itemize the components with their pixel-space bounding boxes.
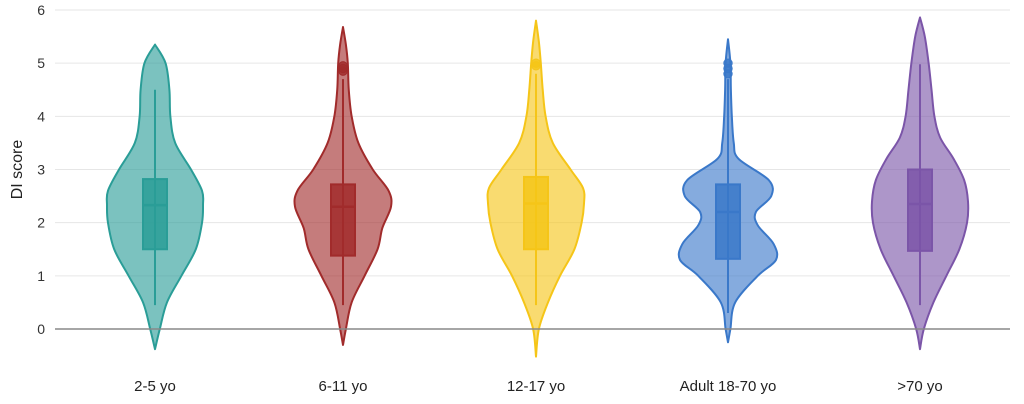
iqr-box <box>907 168 933 252</box>
y-tick-label: 3 <box>37 162 45 178</box>
x-axis-category-labels: 2-5 yo 6-11 yo 12-17 yo Adult 18-70 yo >70 y… <box>134 378 943 395</box>
violin-group <box>870 16 970 351</box>
x-category-label: 12-17 yo <box>507 378 565 395</box>
x-category-label: Adult 18-70 yo <box>680 378 777 395</box>
y-tick-label: 4 <box>37 108 45 124</box>
y-tick-label: 0 <box>37 321 45 337</box>
violin-group <box>105 43 205 351</box>
outlier-point <box>723 58 733 68</box>
x-category-label: 2-5 yo <box>134 378 176 395</box>
violin-group <box>293 26 393 346</box>
iqr-box <box>330 183 356 257</box>
y-tick-label: 1 <box>37 268 45 284</box>
violin-group <box>677 38 779 344</box>
y-tick-label: 2 <box>37 215 45 231</box>
y-tick-label: 6 <box>37 2 45 18</box>
y-tick-label: 5 <box>37 55 45 71</box>
iqr-box <box>523 175 549 251</box>
y-axis-ticks: 0 1 2 3 4 5 6 <box>37 2 45 337</box>
violins <box>105 16 970 358</box>
x-category-label: >70 yo <box>897 378 942 395</box>
violin-group <box>486 19 586 358</box>
iqr-box <box>715 183 741 260</box>
y-axis-title: DI score <box>9 140 26 200</box>
outlier-point <box>531 58 541 68</box>
outlier-point <box>338 61 348 71</box>
x-category-label: 6-11 yo <box>319 378 368 395</box>
iqr-box <box>142 178 168 251</box>
